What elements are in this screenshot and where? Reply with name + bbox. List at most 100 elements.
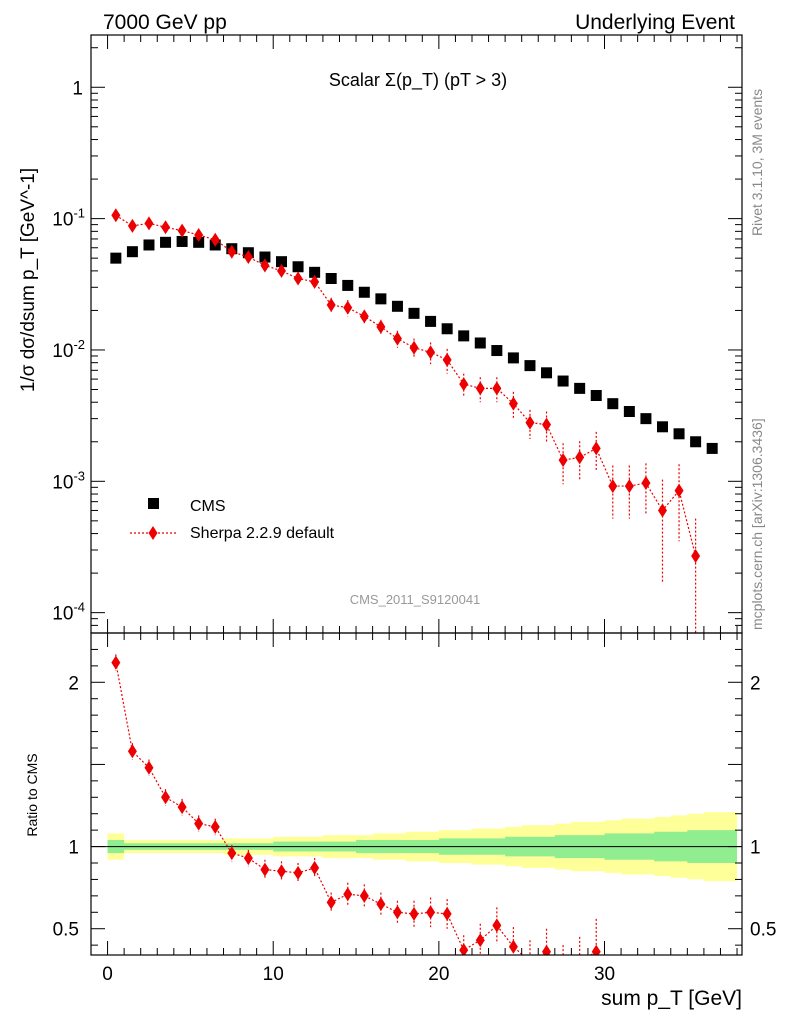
sherpa-point (475, 381, 485, 396)
chart-marks (91, 208, 742, 955)
ratio-point (127, 744, 137, 759)
sherpa-point (161, 220, 171, 235)
ratio-point (276, 864, 286, 879)
cms-point (126, 246, 138, 258)
sherpa-point (293, 271, 303, 286)
sherpa-point (641, 476, 651, 491)
ratio-point (542, 944, 552, 955)
sherpa-point (326, 297, 336, 312)
ratio-line (115, 662, 597, 955)
cms-point (673, 428, 685, 440)
cms-point (656, 421, 668, 433)
legend-cms-marker (148, 498, 159, 509)
x-axis-label: sum p_T [GeV] (601, 987, 742, 1010)
cms-point (590, 390, 602, 402)
ratio-point (426, 905, 436, 920)
sherpa-point (442, 352, 452, 367)
sherpa-point (608, 479, 618, 494)
ratio-point (591, 944, 601, 955)
cms-point (342, 279, 354, 291)
sherpa-point (542, 417, 552, 432)
cms-point (690, 436, 702, 448)
sherpa-point (343, 300, 353, 315)
ratio-point (111, 655, 121, 670)
ratio-y-axis-label: Ratio to CMS (24, 753, 40, 836)
sherpa-point (492, 381, 502, 396)
cms-point (607, 398, 619, 410)
sherpa-point (376, 319, 386, 334)
legend-sherpa-marker (148, 526, 158, 540)
ratio-point (475, 933, 485, 948)
sherpa-point (276, 263, 286, 278)
ratio-point (492, 918, 502, 933)
sherpa-point (260, 258, 270, 273)
ratio-point (310, 860, 320, 875)
cms-point (110, 252, 122, 264)
sherpa-point (508, 396, 518, 411)
cms-point (176, 235, 188, 247)
sherpa-point (558, 453, 568, 468)
sherpa-point (459, 377, 469, 392)
x-tick-label: 10 (263, 964, 284, 985)
cms-point (309, 266, 321, 278)
cms-point (640, 413, 652, 425)
x-tick-label: 30 (594, 964, 615, 985)
ratio-point (508, 939, 518, 954)
sherpa-point (210, 232, 220, 247)
sherpa-point (409, 340, 419, 355)
sherpa-point (111, 208, 121, 223)
header-left: 7000 GeV pp (103, 11, 227, 34)
ratio-point (459, 943, 469, 955)
ratio-point (177, 800, 187, 815)
ratio-y-tick-label-right: 2 (750, 673, 761, 694)
cms-point (193, 236, 205, 248)
ratio-point (210, 819, 220, 834)
sherpa-point (525, 415, 535, 430)
ratio-point (343, 887, 353, 902)
cms-point (292, 261, 304, 273)
sherpa-point (127, 218, 137, 233)
sherpa-point (591, 441, 601, 456)
main-frame (90, 34, 743, 634)
cms-point (474, 337, 486, 349)
sherpa-point (144, 216, 154, 231)
cms-point (574, 382, 586, 394)
rivet-label: Rivet 3.1.10, 3M events (749, 89, 765, 236)
sherpa-point (227, 244, 237, 259)
ratio-point (227, 846, 237, 861)
sherpa-point (177, 223, 187, 238)
cms-point (706, 442, 718, 454)
y-tick-label: 1 (72, 78, 83, 99)
ratio-y-tick-label: 0.5 (53, 920, 79, 941)
cms-point (275, 256, 287, 268)
sherpa-point (392, 331, 402, 346)
x-tick-label: 20 (428, 964, 449, 985)
ratio-y-tick-label: 2 (68, 673, 79, 694)
cms-point (408, 307, 420, 319)
ratio-y-tick-label-right: 0.5 (750, 920, 776, 941)
legend-cms-label: CMS (190, 498, 226, 515)
header-right: Underlying Event (575, 11, 735, 34)
cms-point (441, 323, 453, 335)
cms-point (391, 300, 403, 312)
ratio-point (409, 906, 419, 921)
sherpa-point (310, 274, 320, 289)
y-tick-label: 10-2 (52, 337, 85, 362)
ratio-point (144, 760, 154, 775)
ratio-point (359, 888, 369, 903)
cms-point (160, 236, 172, 248)
y-tick-label: 10-4 (52, 600, 85, 625)
sherpa-point (691, 548, 701, 563)
sherpa-point (674, 483, 684, 498)
ratio-point (194, 816, 204, 831)
x-tick-label: 0 (102, 964, 113, 985)
y-tick-label: 10-1 (52, 206, 85, 231)
cms-point (524, 360, 536, 372)
legend-sherpa-label: Sherpa 2.2.9 default (190, 525, 335, 542)
sherpa-point (657, 503, 667, 518)
main-y-axis-label: 1/σ dσ/dsum p_T [GeV^-1] (18, 168, 39, 392)
sherpa-point (194, 228, 204, 243)
analysis-id: CMS_2011_S9120041 (350, 592, 481, 607)
